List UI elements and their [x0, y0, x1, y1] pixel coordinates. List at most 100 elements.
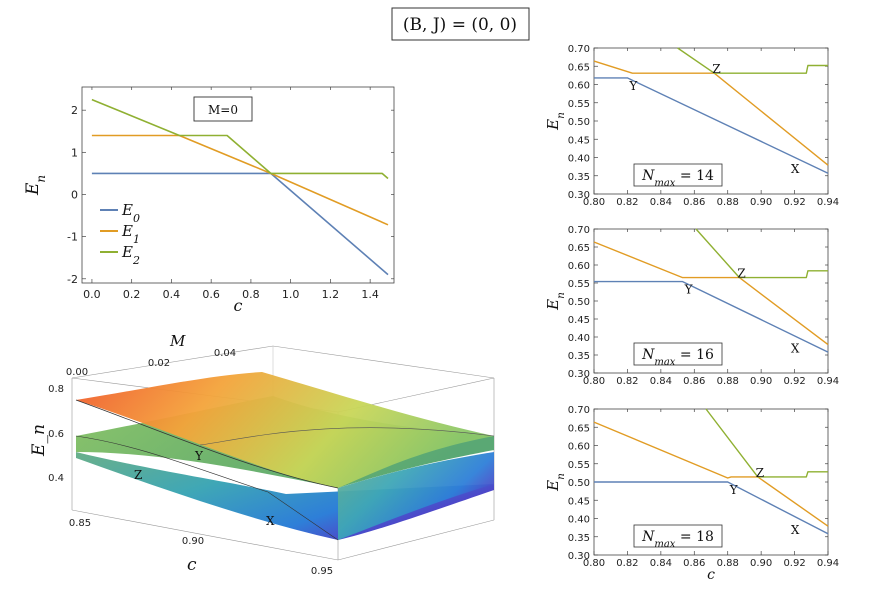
y-tick-label: 0.65: [568, 423, 590, 434]
series-line-e1: [91, 134, 389, 226]
x-tick-label: 0.82: [616, 558, 638, 569]
x-tick-label: 0.94: [817, 197, 839, 208]
y-tick-label: 2: [71, 104, 78, 117]
y-tick-label: 0.65: [568, 243, 590, 254]
x-tick-label: 0.0: [83, 288, 101, 301]
nmax-box: [633, 524, 723, 548]
tick-z-2: 0.4: [48, 473, 64, 484]
x-tick-label: 0.2: [123, 288, 141, 301]
y-tick-label: 0.40: [568, 333, 590, 344]
axis-label-y: En: [23, 175, 48, 196]
point-label-x: X: [266, 514, 275, 528]
tick-y-2: 0.04: [214, 348, 236, 359]
chart-nmax-18: 0.80 0.82 0.84 0.86 0.88 0.90 0.92 0.94 0.30 0.35…: [544, 405, 839, 583]
point-label-y: Y: [729, 483, 739, 497]
x-tick-label: 0.90: [750, 376, 772, 387]
point-label-z: Z: [756, 466, 764, 480]
surface-e0-right: [338, 452, 494, 540]
series-line-e2: [91, 98, 389, 180]
series-line-e1: [593, 241, 829, 346]
y-tick-label: 0.35: [568, 172, 590, 183]
series-line-e2: [677, 47, 828, 74]
point-label-y: Y: [194, 449, 204, 463]
x-tick-label: 0.80: [583, 197, 605, 208]
y-tick-label: 0.70: [568, 44, 590, 55]
chart-nmax-16: 0.80 0.82 0.84 0.86 0.88 0.90 0.92 0.94 0.30 0.35…: [544, 225, 839, 387]
series-line-e1: [593, 60, 829, 166]
tick-x-1: 0.90: [182, 536, 204, 547]
nmax-box: [633, 163, 723, 187]
chart-3d-surface: 0.8 0.6 0.4 E_n 0.00 0.02 0.04 M 0.85 0.…: [29, 332, 495, 577]
y-tick-label: 0.35: [568, 351, 590, 362]
x-tick-label: 0.92: [783, 376, 805, 387]
point-label-y: Y: [684, 283, 694, 297]
y-tick-label: 1: [71, 146, 78, 159]
axis-label-x: c: [187, 555, 197, 575]
y-tick-label: 0.65: [568, 62, 590, 73]
x-tick-label: 0.86: [683, 558, 705, 569]
x-tick-label: 0.86: [683, 197, 705, 208]
header-title-box: [391, 7, 530, 41]
tick-z-0: 0.8: [48, 384, 64, 395]
y-tick-label: 0: [71, 188, 78, 201]
y-tick-label: -1: [67, 231, 78, 244]
legend-label-e2: E2: [121, 243, 140, 267]
y-tick-label: 0.40: [568, 515, 590, 526]
x-tick-label: 0.88: [717, 197, 739, 208]
nmax-box: [633, 342, 723, 366]
x-tick-label: 0.92: [783, 558, 805, 569]
x-tick-label: 1.0: [282, 288, 300, 301]
point-label-z: Z: [712, 62, 720, 76]
nmax-label: Nmax = 14: [641, 168, 714, 189]
point-label-y: Y: [628, 79, 638, 93]
x-tick-label: 0.6: [202, 288, 220, 301]
y-tick-label: 0.45: [568, 135, 590, 146]
legend-label-e1: E1: [121, 222, 140, 246]
y-tick-label: 0.30: [568, 190, 590, 201]
y-tick-label: 0.45: [568, 496, 590, 507]
y-tick-label: 0.55: [568, 99, 590, 110]
y-tick-label: 0.50: [568, 117, 590, 128]
y-tick-label: 0.55: [568, 460, 590, 471]
y-tick-label: 0.70: [568, 225, 590, 236]
tick-x-2: 0.95: [311, 566, 333, 577]
x-tick-label: 0.82: [616, 197, 638, 208]
tick-y-0: 0.00: [66, 367, 88, 378]
point-label-z: Z: [737, 267, 745, 281]
axis-label-x: c: [707, 567, 715, 583]
x-tick-label: 0.92: [783, 197, 805, 208]
x-tick-label: 0.4: [163, 288, 181, 301]
header-title: (B, J) = (0, 0): [403, 15, 517, 35]
axis-label-x: c: [234, 296, 243, 315]
y-tick-label: 0.45: [568, 315, 590, 326]
nmax-label: Nmax = 18: [641, 529, 714, 550]
nmax-label: Nmax = 16: [641, 347, 714, 368]
box-back-edges: [71, 345, 495, 379]
x-tick-label: 0.90: [750, 197, 772, 208]
series-line-e0: [594, 481, 829, 535]
y-tick-label: 0.60: [568, 442, 590, 453]
series-line-e2: [695, 228, 828, 279]
series-line-e0: [594, 280, 829, 353]
chart-nmax-14: 0.80 0.82 0.84 0.86 0.88 0.90 0.92 0.94 0.30 0.35…: [544, 44, 839, 208]
x-tick-label: 0.88: [717, 558, 739, 569]
y-tick-label: 0.60: [568, 261, 590, 272]
series-line-e1: [593, 421, 829, 527]
axis-label-z: E_n: [29, 424, 49, 457]
y-tick-label: 0.40: [568, 154, 590, 165]
axis-label-y: En: [544, 112, 567, 131]
point-label-z: Z: [134, 468, 142, 482]
x-tick-label: 0.86: [683, 376, 705, 387]
surface-top: [76, 372, 494, 488]
x-tick-label: 0.94: [817, 376, 839, 387]
y-tick-label: 0.30: [568, 369, 590, 380]
x-tick-label: 0.90: [750, 558, 772, 569]
header-title-group: (B, J) = (0, 0): [391, 7, 530, 41]
x-tick-label: 0.8: [242, 288, 260, 301]
y-tick-label: 0.60: [568, 81, 590, 92]
x-tick-label: 0.88: [717, 376, 739, 387]
crossing-line-1: [75, 399, 339, 489]
series-line-e0: [594, 77, 829, 174]
box-floor-left: [71, 509, 339, 561]
legend-label-e0: E0: [121, 201, 140, 225]
